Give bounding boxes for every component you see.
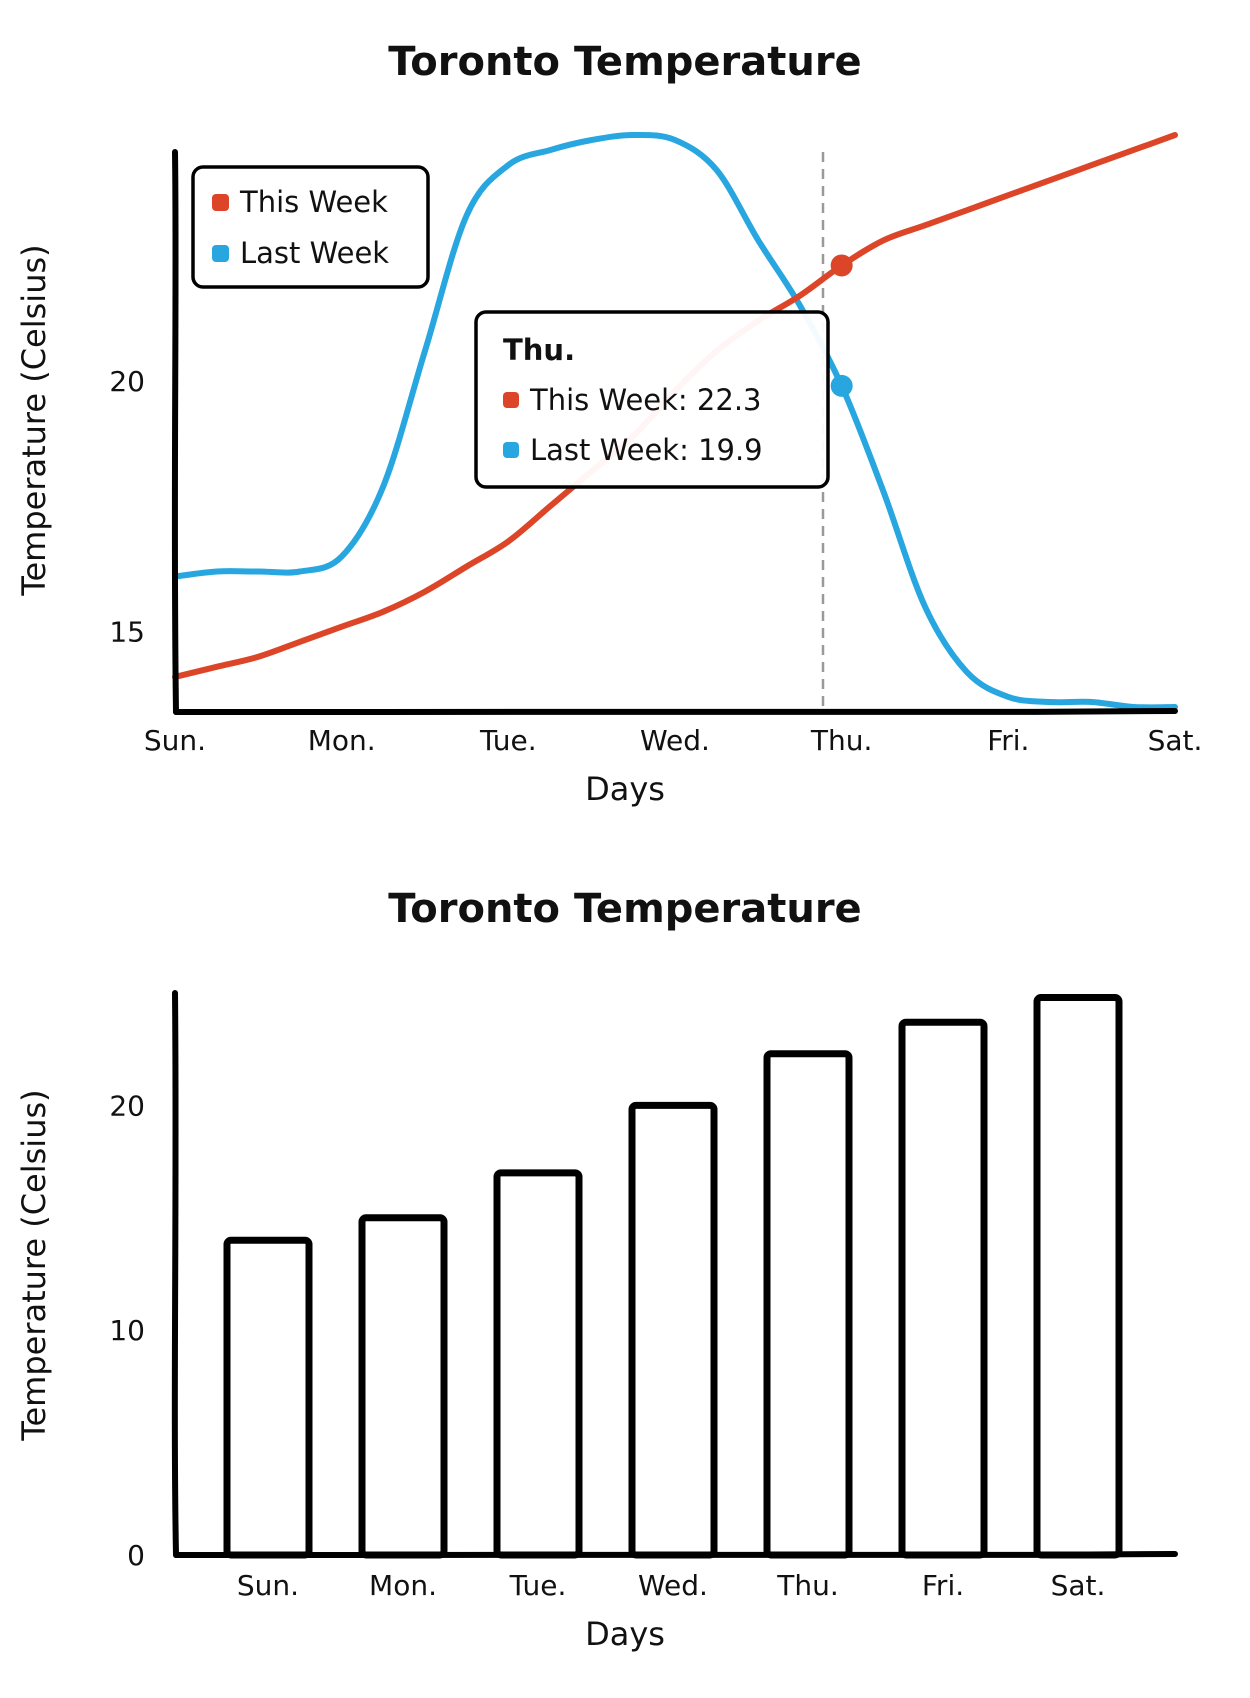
x-tick-label: Fri. <box>922 1569 964 1602</box>
x-tick-label: Mon. <box>308 724 376 757</box>
x-tick-label: Thu. <box>810 724 873 757</box>
line-chart-title: Toronto Temperature <box>388 39 861 85</box>
tooltip-row-this-week: This Week: 22.3 <box>529 383 762 417</box>
legend-swatch-this-week <box>212 194 229 211</box>
tooltip-row-last-week: Last Week: 19.9 <box>530 433 763 467</box>
y-tick-label: 0 <box>127 1539 145 1572</box>
x-tick-label: Fri. <box>987 724 1029 757</box>
x-tick-label: Sun. <box>237 1569 299 1602</box>
bar <box>1033 993 1123 1559</box>
bar <box>493 1169 583 1559</box>
x-tick-label: Tue. <box>509 1569 567 1602</box>
bar-chart-y-ticks: 0 10 20 <box>109 1089 145 1572</box>
bar-chart-x-axis <box>173 1551 1178 1559</box>
bar-chart-bars <box>223 993 1123 1559</box>
hover-point-this-week <box>830 254 853 277</box>
bar <box>628 1101 718 1559</box>
legend: This Week Last Week <box>191 165 430 289</box>
line-chart-y-axis-label: Temperature (Celsius) <box>15 244 53 596</box>
series-line-last-week <box>172 131 1178 711</box>
y-tick-label: 20 <box>109 365 145 398</box>
x-tick-label: Wed. <box>638 1569 708 1602</box>
tooltip-box <box>474 310 830 489</box>
x-tick-label: Sat. <box>1051 1569 1106 1602</box>
legend-label-this-week: This Week <box>239 185 388 219</box>
y-tick-label: 10 <box>109 1314 145 1347</box>
tooltip-title: Thu. <box>503 333 575 367</box>
x-tick-label: Wed. <box>640 724 710 757</box>
x-tick-label: Sat. <box>1148 724 1203 757</box>
bar <box>763 1050 853 1559</box>
legend-box <box>191 165 430 289</box>
line-chart-x-axis <box>173 708 1178 716</box>
legend-swatch-last-week <box>212 245 229 262</box>
line-chart-y-axis <box>171 149 179 715</box>
tooltip-swatch-this-week <box>503 392 519 408</box>
x-tick-label: Thu. <box>776 1569 839 1602</box>
tooltip: Thu. This Week: 22.3 Last Week: 19.9 <box>474 310 830 489</box>
x-tick-label: Mon. <box>369 1569 437 1602</box>
line-chart-x-ticks: Sun. Mon. Tue. Wed. Thu. Fri. Sat. <box>144 724 1202 757</box>
legend-label-last-week: Last Week <box>240 236 389 270</box>
tooltip-swatch-last-week <box>503 442 519 458</box>
bar-chart-title: Toronto Temperature <box>388 886 861 932</box>
bar <box>223 1236 313 1559</box>
bar-chart: Toronto Temperature 0 10 20 Sun. Mon. Tue. We… <box>15 886 1178 1653</box>
bar <box>898 1018 988 1559</box>
bar-chart-x-axis-label: Days <box>585 1615 665 1653</box>
hover-points <box>830 254 853 397</box>
hover-point-last-week <box>830 374 853 397</box>
bar <box>358 1214 448 1559</box>
x-tick-label: Sun. <box>144 724 206 757</box>
y-tick-label: 15 <box>109 616 145 649</box>
line-chart-x-axis-label: Days <box>585 770 665 808</box>
bar-chart-y-axis-label: Temperature (Celsius) <box>15 1089 53 1441</box>
bar-chart-x-ticks: Sun. Mon. Tue. Wed. Thu. Fri. Sat. <box>237 1569 1105 1602</box>
x-tick-label: Tue. <box>479 724 537 757</box>
y-tick-label: 20 <box>109 1089 145 1122</box>
bar-chart-y-axis <box>171 990 179 1558</box>
